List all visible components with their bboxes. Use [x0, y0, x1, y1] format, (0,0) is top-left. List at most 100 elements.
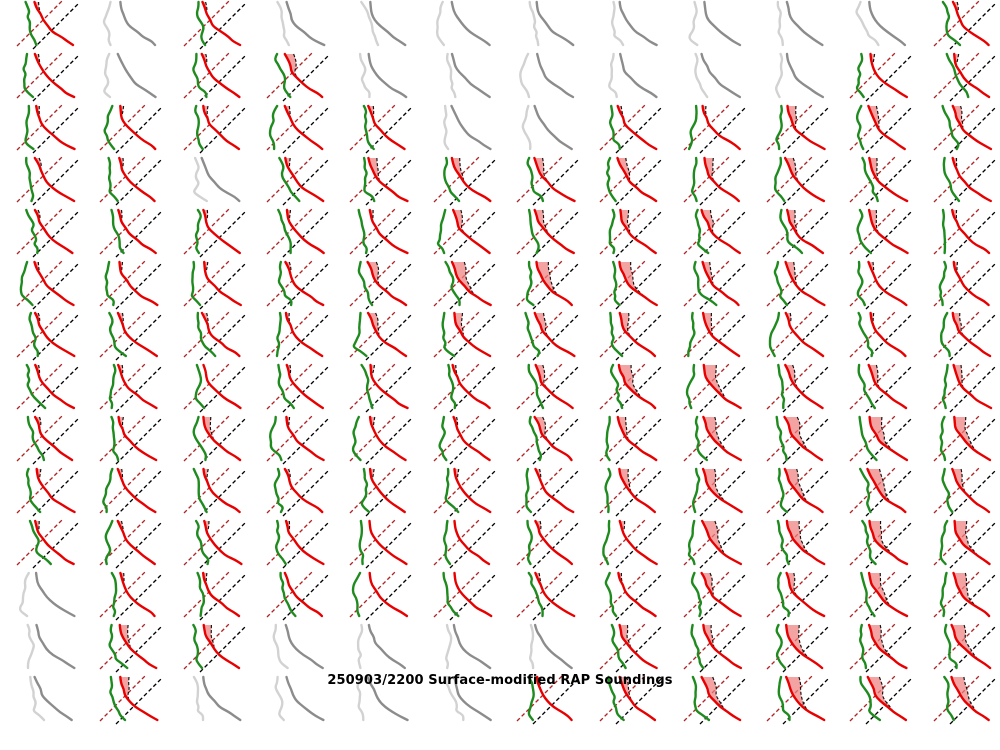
sounding-thumbnail	[849, 675, 913, 725]
sounding-thumbnail	[356, 675, 409, 721]
sounding-thumbnail	[433, 208, 497, 258]
sounding-thumbnail	[933, 311, 997, 361]
sounding-thumbnail	[183, 519, 247, 569]
sounding-thumbnail	[99, 104, 163, 154]
sounding-thumbnail	[266, 156, 330, 206]
sounding-thumbnail	[683, 675, 747, 725]
sounding-thumbnail	[683, 467, 747, 517]
sounding-thumbnail	[183, 415, 247, 465]
sounding-thumbnail	[266, 260, 330, 309]
sounding-thumbnail	[693, 52, 741, 99]
sounding-thumbnail	[349, 156, 413, 206]
sounding-thumbnail	[266, 363, 330, 413]
sounding-thumbnail	[599, 208, 663, 258]
sounding-thumbnail	[183, 52, 247, 102]
sounding-thumbnail	[99, 675, 163, 725]
sounding-thumbnail	[521, 104, 573, 150]
sounding-thumbnail	[433, 156, 497, 206]
sounding-thumbnail	[776, 0, 824, 47]
sounding-thumbnail	[16, 467, 80, 517]
sounding-thumbnail	[16, 156, 80, 206]
sounding-thumbnail	[683, 208, 747, 258]
sounding-thumbnail	[18, 571, 76, 618]
sounding-thumbnail	[349, 519, 413, 569]
sounding-thumbnail	[933, 0, 997, 50]
sounding-thumbnail	[599, 675, 663, 725]
sounding-thumbnail	[433, 363, 497, 413]
sounding-thumbnail	[99, 519, 163, 569]
sounding-thumbnail	[683, 363, 747, 413]
sounding-thumbnail	[16, 260, 80, 309]
sounding-thumbnail	[272, 623, 324, 669]
sounding-thumbnail	[766, 104, 830, 154]
sounding-thumbnail	[849, 467, 913, 517]
sounding-thumbnail	[266, 311, 330, 361]
sounding-thumbnail	[516, 467, 580, 517]
sounding-thumbnail	[683, 104, 747, 154]
sounding-thumbnail	[599, 104, 663, 154]
sounding-thumbnail	[99, 208, 163, 258]
sounding-thumbnail	[29, 675, 73, 721]
sounding-thumbnail	[445, 52, 491, 99]
sounding-thumbnail	[599, 156, 663, 206]
sounding-thumbnail	[933, 675, 997, 725]
sounding-thumbnail	[360, 0, 407, 47]
sounding-thumbnail	[349, 363, 413, 413]
sounding-thumbnail	[192, 156, 241, 202]
sounding-thumbnail	[599, 467, 663, 517]
sounding-thumbnail	[766, 571, 830, 621]
sounding-thumbnail	[933, 156, 997, 206]
sounding-thumbnail	[516, 260, 580, 309]
sounding-thumbnail	[849, 623, 913, 673]
sounding-thumbnail	[599, 311, 663, 361]
sounding-thumbnail	[349, 571, 413, 621]
sounding-thumbnail	[16, 104, 80, 154]
sounding-thumbnail	[266, 208, 330, 258]
sounding-thumbnail	[516, 311, 580, 361]
sounding-thumbnail	[103, 52, 157, 99]
sounding-thumbnail	[519, 52, 575, 99]
sounding-thumbnail	[359, 52, 408, 99]
sounding-thumbnail	[433, 415, 497, 465]
sounding-thumbnail	[349, 467, 413, 517]
sounding-thumbnail	[349, 104, 413, 154]
sounding-thumbnail	[435, 0, 491, 47]
sounding-thumbnail	[849, 519, 913, 569]
sounding-thumbnail	[16, 415, 80, 465]
sounding-thumbnail	[516, 571, 580, 621]
sounding-thumbnail	[683, 260, 747, 309]
sounding-thumbnail	[849, 208, 913, 258]
sounding-thumbnail	[683, 623, 747, 673]
sounding-thumbnail	[349, 311, 413, 361]
sounding-thumbnail	[766, 260, 830, 309]
sounding-thumbnail	[599, 519, 663, 569]
sounding-thumbnail	[103, 0, 157, 47]
sounding-thumbnail	[688, 0, 741, 47]
sounding-thumbnail	[933, 208, 997, 258]
sounding-thumbnail	[183, 623, 247, 673]
sounding-thumbnail	[599, 623, 663, 673]
sounding-thumbnail	[16, 311, 80, 361]
sounding-thumbnail	[276, 0, 326, 47]
sounding-thumbnail	[99, 571, 163, 621]
sounding-thumbnail	[933, 623, 997, 673]
sounding-thumbnail	[433, 467, 497, 517]
sounding-thumbnail	[16, 0, 80, 50]
sounding-thumbnail	[183, 0, 247, 50]
sounding-thumbnail	[933, 363, 997, 413]
sounding-thumbnail	[183, 311, 247, 361]
sounding-thumbnail	[266, 52, 330, 102]
sounding-thumbnail	[433, 311, 497, 361]
sounding-thumbnail	[849, 52, 913, 102]
sounding-thumbnail	[266, 467, 330, 517]
sounding-thumbnail	[766, 467, 830, 517]
sounding-thumbnail	[683, 571, 747, 621]
sounding-thumbnail	[766, 208, 830, 258]
sounding-thumbnail	[357, 623, 407, 669]
sounding-thumbnail	[599, 571, 663, 621]
sounding-thumbnail	[683, 519, 747, 569]
sounding-thumbnail	[183, 363, 247, 413]
sounding-thumbnail	[99, 467, 163, 517]
sounding-thumbnail	[608, 52, 658, 99]
